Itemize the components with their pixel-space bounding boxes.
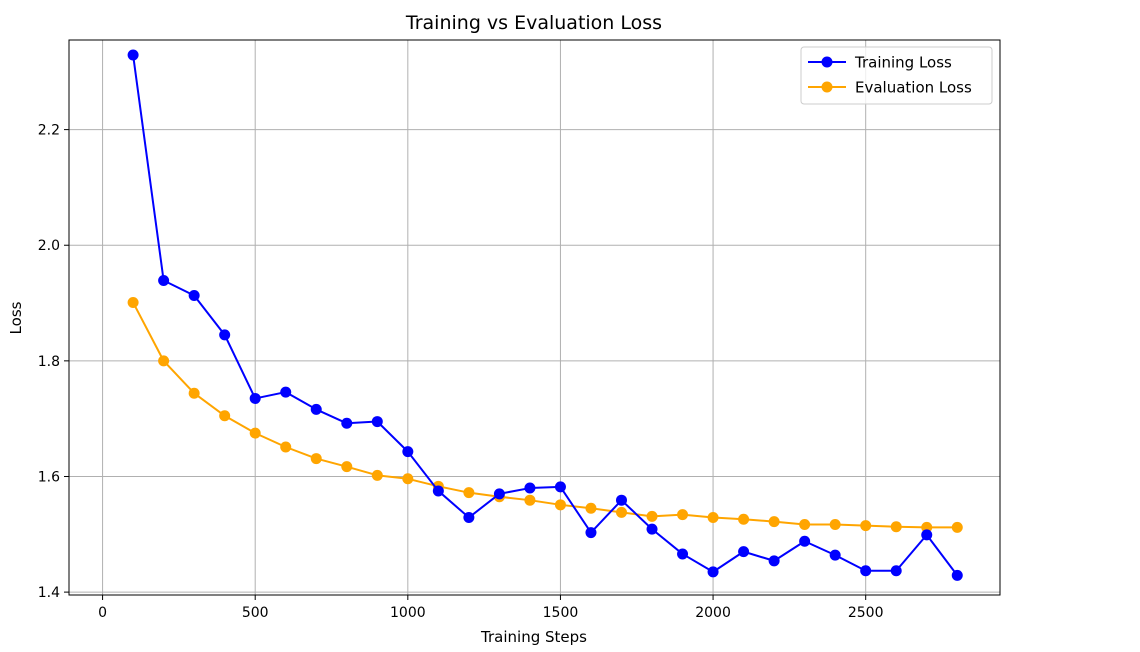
x-tick-label: 2500 [848,605,884,621]
y-tick-label: 1.6 [38,469,60,485]
evaluation-loss-point [799,518,811,530]
evaluation-loss-point [677,509,689,521]
training-loss-point [371,416,383,428]
evaluation-loss-point [219,410,231,422]
evaluation-loss-point [402,473,414,485]
evaluation-loss-point [921,521,933,533]
y-tick-label: 1.4 [38,585,60,601]
evaluation-loss-point [860,520,872,532]
training-loss-line [132,54,959,576]
training-loss-point [615,494,627,506]
evaluation-loss-point [249,427,261,439]
training-loss-point [158,275,170,286]
evaluation-loss-point [585,502,597,514]
training-loss-point [890,565,902,577]
evaluation-loss-point [188,387,200,399]
evaluation-loss-point [127,296,139,308]
training-loss-point [341,417,353,429]
evaluation-loss-point [463,487,475,499]
evaluation-loss-point [829,518,841,530]
training-loss-point [677,548,689,560]
evaluation-loss-point [524,494,536,506]
evaluation-loss-point [951,521,963,533]
evaluation-loss-point [158,355,170,367]
y-tick-label: 1.8 [38,354,60,370]
training-loss-point [585,527,597,539]
x-tick-label: 500 [242,605,269,621]
legend-box [800,46,993,105]
evaluation-loss-point [341,461,353,473]
training-loss-point [738,546,750,558]
training-loss-point [188,290,200,302]
training-loss-point [219,329,231,341]
y-tick-label: 2.2 [38,123,60,139]
training-loss-point [463,512,475,524]
training-loss-point [280,386,292,398]
training-loss-point [768,555,780,567]
training-loss-point [799,535,811,547]
evaluation-loss-line [132,302,958,529]
legend-training-marker [821,56,833,68]
legend-evaluation-marker [821,81,833,93]
training-loss-point [310,403,322,415]
evaluation-loss-point [890,521,902,533]
y-tick-label: 2.0 [38,238,60,254]
evaluation-loss-point [738,513,750,525]
training-loss-point [829,549,841,561]
evaluation-loss-point [310,453,322,465]
evaluation-loss-point [371,469,383,481]
x-tick-label: 1500 [543,605,579,621]
training-loss-point [249,392,261,404]
training-loss-point [127,49,139,61]
x-tick-label: 0 [98,605,107,621]
legend-evaluation-label: Evaluation Loss [855,79,972,97]
x-axis-label: Training Steps [480,628,587,646]
x-tick-label: 1000 [390,605,426,621]
axis-ticks: 0 500 1000 1500 2000 2500 1.4 1.6 1.8 2.0 2.2 [38,123,884,621]
evaluation-loss-point [280,441,292,453]
chart-title: Training vs Evaluation Loss [405,12,662,34]
plot-area-frame [68,39,1001,596]
training-loss-point [493,488,505,500]
x-tick-label: 2000 [695,605,731,621]
y-axis-label: Loss [7,301,25,334]
training-loss-series [127,49,963,581]
evaluation-loss-point [554,499,566,511]
evaluation-loss-series [127,296,963,533]
training-loss-point [432,485,444,497]
training-loss-point [860,565,872,577]
evaluation-loss-point [615,506,627,518]
training-loss-point [646,523,658,535]
training-loss-point [524,482,536,494]
legend-training-label: Training Loss [854,54,952,72]
gridlines [69,40,1000,595]
evaluation-loss-point [768,516,780,528]
training-loss-point [554,481,566,493]
series-group [127,49,963,581]
training-loss-point [951,569,963,581]
training-loss-point [921,529,933,541]
training-loss-point [707,566,719,578]
evaluation-loss-point [707,512,719,524]
training-loss-point [402,446,414,458]
legend: Training Loss Evaluation Loss [800,46,993,105]
evaluation-loss-point [646,510,658,522]
